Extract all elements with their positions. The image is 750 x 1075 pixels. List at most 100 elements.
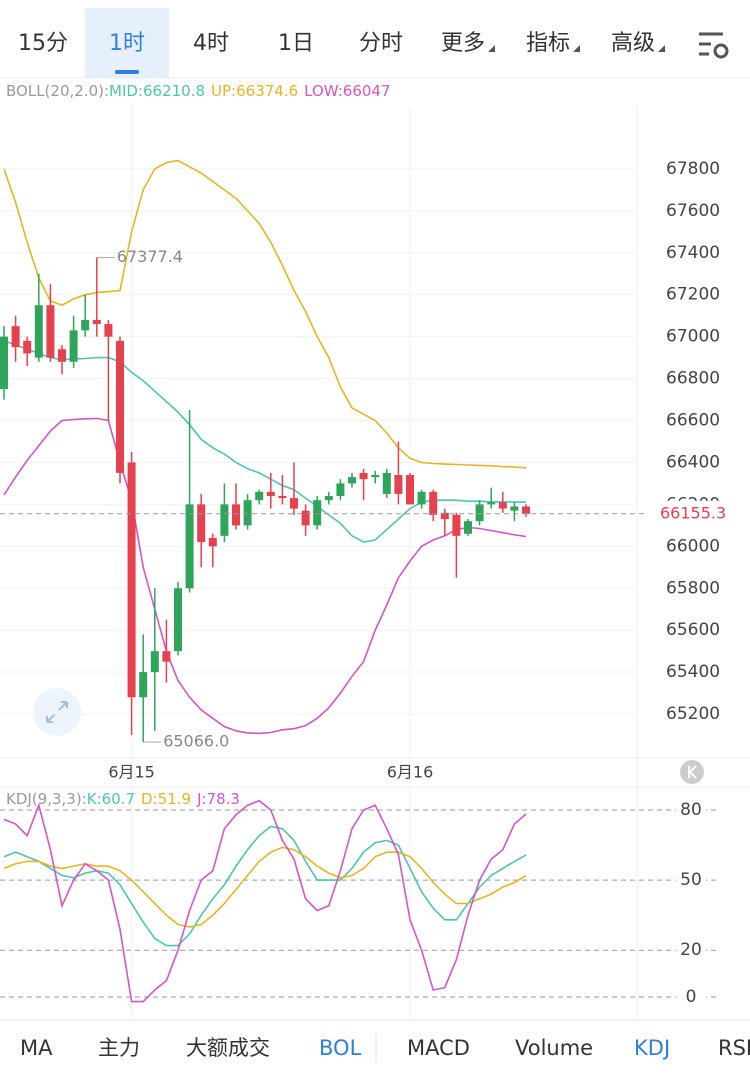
extreme-label: 65066.0 (163, 732, 229, 751)
tick-bg (676, 940, 706, 961)
candle-body (359, 472, 368, 480)
candle-body (185, 504, 194, 589)
indicator-tab[interactable]: MA (20, 1036, 53, 1060)
candle-body (197, 504, 206, 543)
y-tick-label: 66600 (666, 411, 720, 431)
indicator-label: BOLL(20,2.0): (6, 82, 110, 100)
legend-name: MID: (109, 82, 143, 100)
interval-tab[interactable]: 更多 (426, 8, 510, 78)
y-tick-label: 0 (686, 987, 697, 1007)
y-tick-label: 65200 (666, 704, 720, 724)
interval-tab[interactable]: 1日 (278, 31, 314, 56)
candle-body (452, 514, 461, 536)
legend-name: LOW: (304, 82, 343, 100)
indicator-tab[interactable]: MACD (407, 1036, 470, 1060)
settings-icon[interactable] (699, 32, 729, 59)
interval-tab[interactable]: 高级 (596, 8, 680, 78)
candle-body (371, 475, 380, 478)
interval-tab[interactable]: 15分 (18, 31, 68, 56)
indicator-label: KDJ(9,3,3): (6, 790, 87, 808)
candle-body (406, 475, 414, 505)
candle-body (220, 504, 229, 536)
indicator-line (3, 825, 527, 947)
candle-body (429, 491, 438, 515)
y-tick-label: 66000 (666, 536, 720, 556)
candle-body (475, 504, 484, 522)
legend-name: J: (197, 790, 207, 808)
candle-body (81, 319, 90, 331)
y-tick-label: 20 (680, 940, 702, 960)
indicator-line (3, 799, 527, 1003)
x-tick-label: 6月16 (387, 763, 434, 782)
y-tick-label: 67000 (666, 327, 720, 347)
candle-body (11, 326, 20, 348)
candle-body (139, 672, 148, 698)
candle-body (23, 340, 32, 354)
y-tick-label: 67600 (666, 201, 720, 221)
indicator-line (3, 417, 527, 735)
legend-value: 51.9 (157, 790, 192, 808)
indicator-tab[interactable]: 主力 (98, 1036, 140, 1060)
candle-body (162, 651, 171, 662)
legend-value: 60.7 (101, 790, 136, 808)
candle-body (243, 500, 252, 526)
candle-body (0, 336, 8, 390)
candle-body (417, 491, 426, 505)
candle-body (34, 305, 43, 358)
y-tick-label: 65600 (666, 620, 720, 640)
candle-body (301, 510, 310, 526)
tick-bg (676, 870, 706, 891)
last-price-label: 66155.3 (660, 503, 726, 522)
legend-value: 66210.8 (143, 82, 206, 100)
legend-name: UP: (211, 82, 237, 100)
y-tick-label: 65400 (666, 662, 720, 682)
collapse-button[interactable] (680, 760, 704, 784)
candle-body (440, 512, 449, 520)
y-tick-label: 67400 (666, 243, 720, 263)
interval-tab[interactable]: 4时 (193, 31, 229, 56)
candle-body (278, 496, 287, 499)
interval-tab[interactable]: 指标 (511, 8, 595, 78)
tick-bg (676, 986, 706, 1007)
expand-button[interactable] (33, 688, 81, 736)
candle-body (324, 496, 333, 501)
candle-body (46, 305, 55, 358)
candle-body (92, 319, 101, 325)
candle-body (522, 506, 530, 514)
indicator-line (3, 846, 527, 928)
candle-body (116, 340, 124, 473)
boll-legend: BOLL(20,2.0):MID:66210.8 UP:66374.6 LOW:66… (6, 82, 397, 100)
candle-body (127, 462, 136, 698)
legend-name: K: (86, 790, 102, 808)
candle-body (336, 483, 345, 496)
candle-body (150, 651, 159, 673)
legend-name: D: (141, 790, 158, 808)
y-tick-label: 66400 (666, 452, 720, 472)
indicator-tab[interactable]: RSI (718, 1036, 750, 1060)
y-tick-label: 67800 (666, 159, 720, 179)
candle-body (348, 477, 356, 484)
y-tick-label: 66800 (666, 369, 720, 389)
indicator-line (3, 159, 527, 469)
legend-value: 66047 (342, 82, 391, 100)
interval-tab[interactable]: 分时 (358, 31, 403, 56)
y-tick-label: 65800 (666, 578, 720, 598)
indicator-tab[interactable]: Volume (515, 1036, 594, 1060)
candle-body (208, 537, 217, 547)
candle-body (464, 521, 472, 534)
legend-value: 66374.6 (236, 82, 299, 100)
kdj-legend: KDJ(9,3,3):K:60.7 D:51.9 J:78.3 (6, 790, 246, 808)
y-tick-label: 50 (680, 870, 702, 890)
indicator-tab[interactable]: KDJ (634, 1036, 671, 1060)
y-tick-label: 80 (680, 800, 702, 820)
candle-body (69, 330, 78, 362)
indicator-tab[interactable]: 大额成交 (186, 1036, 270, 1060)
candle-body (255, 491, 264, 501)
candle-body (232, 504, 240, 526)
indicator-tab[interactable]: BOL (319, 1036, 362, 1060)
candle-body (174, 588, 182, 652)
candle-body (104, 324, 113, 337)
candle-body (394, 475, 403, 494)
interval-tab[interactable]: 1时 (85, 8, 169, 78)
